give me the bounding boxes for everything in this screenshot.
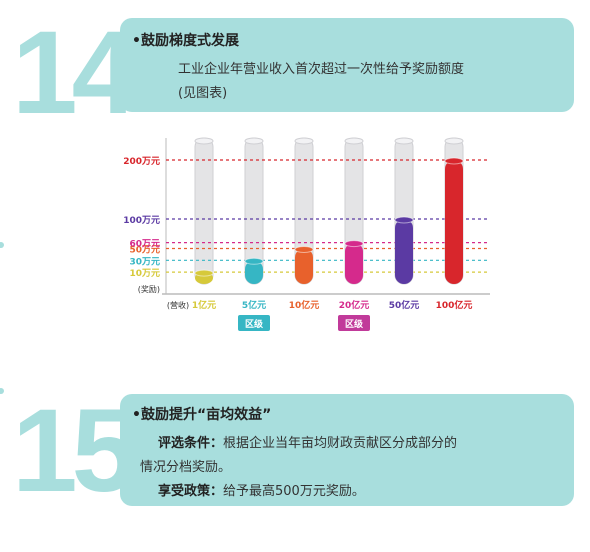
tube-top-3 [294,137,314,145]
region-tag-2 [338,315,370,331]
tube-top-4 [344,137,364,145]
reward-ladder-chart: 10万元 1亿元 30万元 5亿元 50万元 10亿元 60万元 20亿元 100万元 50亿元 2… [123,137,490,331]
x-prefix-label: (营收) [167,300,189,310]
bar-6 [445,160,463,284]
region-tag-label-2: 区级 [345,318,364,330]
section-15-policy-line: 享受政策：给予最高500万元奖励。 [158,480,365,499]
bar-2 [245,260,263,284]
section-15-title: •鼓励提升“亩均效益” [132,407,272,423]
bar-3 [295,248,313,284]
section-15-card: •鼓励提升“亩均效益” 评选条件：根据企业当年亩均财政贡献区分成部分的 情况分档… [120,394,574,506]
tube-top-2 [244,137,264,145]
value-label-5: 100万元 [123,215,160,226]
value-label-3: 50万元 [129,245,160,256]
tube-top-1 [194,137,214,145]
bar-top-4 [344,240,364,248]
category-label-2: 5亿元 [242,299,266,311]
bar-5 [395,219,413,284]
policy-text: 给予最高500万元奖励。 [223,484,365,499]
value-label-4: 60万元 [129,239,160,250]
region-tag-label-1: 区级 [245,318,264,330]
bar-4 [345,242,363,284]
category-label-6: 100亿元 [436,299,473,311]
bar-top-5 [394,216,414,224]
value-label-1: 10万元 [129,268,160,279]
category-label-4: 20亿元 [339,299,370,311]
bar-top-1 [194,269,214,277]
section-14-title: •鼓励梯度式发展 [132,33,239,49]
criteria-label: 评选条件： [158,436,224,451]
section-15-criteria-line2: 情况分档奖励。 [140,460,232,475]
value-label-2: 30万元 [129,256,160,267]
region-tag-1 [238,315,270,331]
decorative-dot-left [0,242,4,248]
value-label-6: 200万元 [123,156,160,167]
category-label-1: 1亿元 [192,299,216,311]
category-label-5: 50亿元 [389,299,420,311]
section-14-text-line1: 工业企业年营业收入首次超过一次性给予奖励额度 [178,62,465,77]
criteria-text: 根据企业当年亩均财政贡献区分成部分的 [223,436,458,451]
tube-top-5 [394,137,414,145]
bar-top-2 [244,257,264,265]
bar-top-6 [444,157,464,165]
tube-top-6 [444,137,464,145]
section-14-card: •鼓励梯度式发展 工业企业年营业收入首次超过一次性给予奖励额度 (见图表) [120,18,574,112]
decorative-dot-left-lower [0,388,4,394]
category-label-3: 10亿元 [289,299,320,311]
policy-label: 享受政策： [158,484,224,499]
section-number-14: 14 [12,7,137,139]
bar-top-3 [294,246,314,253]
section-number-15: 15 [12,385,137,517]
section-14-text-line2: (见图表) [178,86,228,101]
section-15-criteria-line1: 评选条件：根据企业当年亩均财政贡献区分成部分的 [158,432,457,451]
y-prefix-label: (奖励) [138,284,160,294]
